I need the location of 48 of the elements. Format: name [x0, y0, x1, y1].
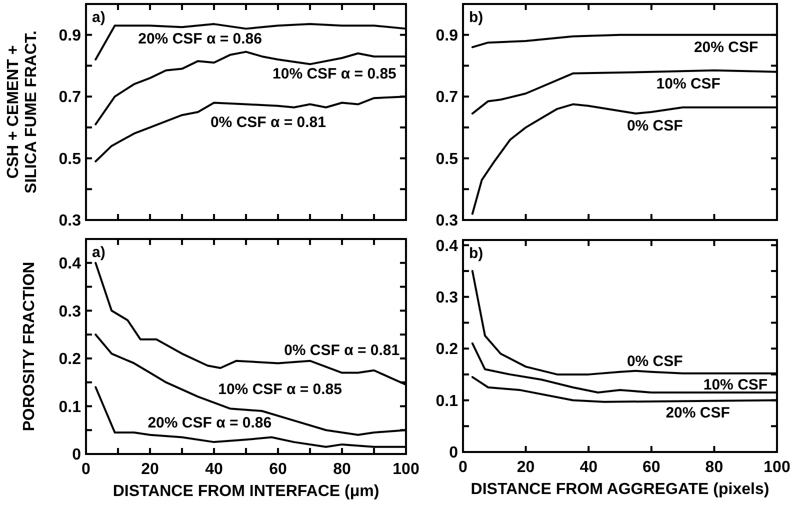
x-tick-label: 100 — [392, 461, 420, 478]
x-axis-title: DISTANCE FROM INTERFACE (μm) — [112, 483, 380, 500]
y-tick-label: 0 — [449, 444, 458, 462]
series-label: 0% CSF α = 0.81 — [210, 114, 326, 132]
y-tick-label: 0 — [72, 446, 82, 464]
y-tick-label: 0.3 — [436, 289, 458, 306]
y-tick-label: 0.2 — [58, 351, 82, 368]
legend-label: 10% CSF — [703, 376, 768, 394]
x-tick-label: 100 — [764, 459, 790, 476]
annotation: a) — [92, 244, 106, 261]
x-tick-label: 60 — [642, 459, 660, 476]
y-tick-label: 0.2 — [436, 341, 458, 358]
series-label: 0% CSF — [626, 117, 683, 134]
series-label: 10% CSF — [656, 76, 720, 93]
x-tick-label: 40 — [580, 459, 598, 476]
x-tick-label: 20 — [141, 461, 159, 478]
y-tick-label: 0.3 — [436, 212, 458, 230]
series-label: 20% CSF — [666, 404, 730, 422]
series-label: 10% CSF α = 0.85 — [218, 381, 342, 398]
series-label: 20% CSF α = 0.86 — [148, 414, 272, 432]
x-tick-label: 40 — [205, 461, 223, 478]
x-tick-label: 60 — [269, 461, 287, 478]
legend-label: 10% CSF α = 0.85 — [272, 66, 396, 83]
legend-label: 0% CSF α = 0.81 — [284, 342, 400, 359]
y-axis-title: CSH + CEMENT + SILICA FUME FRACT. — [5, 30, 40, 194]
x-tick-label: 80 — [705, 459, 724, 476]
annotation: a) — [92, 9, 106, 26]
annotation: b) — [469, 9, 484, 26]
y-axis-title: POROSITY FRACTION — [21, 262, 38, 432]
y-tick-label: 0.4 — [436, 238, 458, 255]
y-tick-label: 0.7 — [436, 89, 458, 106]
y-tick-label: 0.9 — [58, 27, 82, 44]
y-tick-label: 0.1 — [58, 398, 82, 416]
y-tick-label: 0.1 — [436, 392, 458, 410]
annotation: b) — [469, 245, 484, 262]
series-label: 0% CSF — [626, 352, 683, 370]
x-tick-label: 20 — [516, 459, 535, 476]
y-tick-label: 0.5 — [436, 150, 458, 168]
y-tick-label: 0.3 — [58, 212, 82, 230]
y-tick-label: 0.4 — [58, 255, 82, 272]
y-tick-label: 0.9 — [436, 27, 458, 44]
y-tick-label: 0.7 — [58, 89, 82, 106]
y-tick-label: 0.3 — [58, 303, 82, 320]
y-tick-label: 0.5 — [58, 150, 82, 168]
series-label: 20% CSF α = 0.86 — [138, 30, 262, 48]
x-tick-label: 80 — [333, 461, 351, 478]
series-label: 20% CSF — [694, 38, 758, 56]
x-axis-title: DISTANCE FROM AGGREGATE (pixels) — [470, 481, 770, 498]
